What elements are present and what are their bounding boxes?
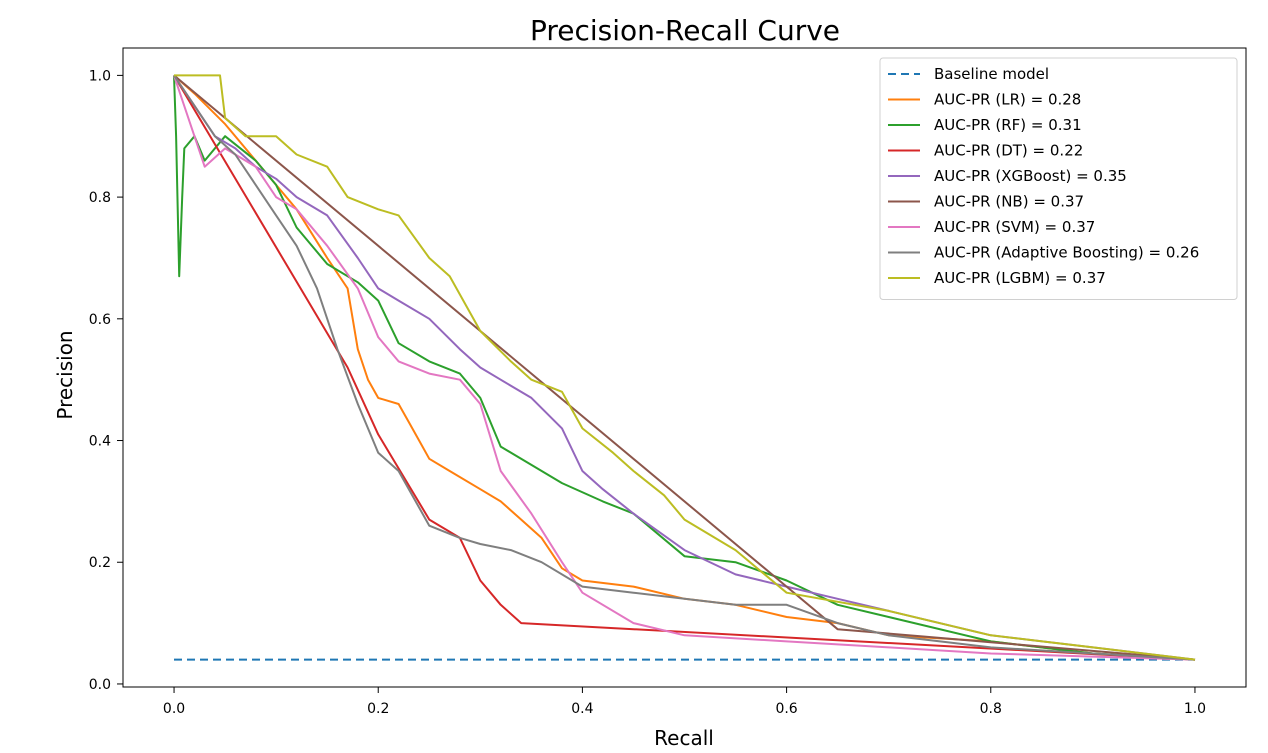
y-tick-label: 0.0 [89,677,111,693]
legend-box [879,57,1238,300]
x-tick-label: 1.0 [1184,701,1206,717]
series-line-6 [173,75,1196,661]
series-line-4 [173,74,1196,661]
legend-label-8: AUC-PR (LGBM) = 0.37 [934,269,1106,287]
legend: Baseline model AUC-PR (LR) = 0.28 AUC-PR (… [879,57,1238,300]
y-tick-label: 0.6 [89,312,111,328]
legend-label-2: AUC-PR (RF) = 0.31 [934,116,1082,134]
x-tick-label: 0.6 [775,701,797,717]
series-line-7 [173,74,1196,661]
legend-label-6: AUC-PR (SVM) = 0.37 [934,218,1095,236]
x-axis-label: Recall [654,726,714,750]
y-tick-label: 0.8 [89,190,111,206]
x-tick-label: 0.0 [163,701,185,717]
x-axis-ticks: 0.0 0.2 0.4 0.6 0.8 1.0 [163,687,1206,717]
y-tick-label: 0.4 [89,434,111,450]
legend-label-4: AUC-PR (XGBoost) = 0.35 [934,167,1127,185]
y-tick-label: 0.2 [89,555,111,571]
y-axis-label: Precision [53,330,77,419]
legend-label-0: Baseline model [934,65,1049,83]
chart-title: Precision-Recall Curve [530,14,840,47]
x-tick-label: 0.2 [367,701,389,717]
x-tick-label: 0.8 [980,701,1002,717]
x-tick-label: 0.4 [571,701,593,717]
legend-label-7: AUC-PR (Adaptive Boosting) = 0.26 [934,244,1199,262]
plot-area [173,74,1196,661]
axes-frame [122,47,1247,688]
legend-label-5: AUC-PR (NB) = 0.37 [934,193,1084,211]
series-line-8 [174,74,1196,661]
y-axis-ticks: 0.0 0.2 0.4 0.6 0.8 1.0 [89,68,123,693]
legend-label-3: AUC-PR (DT) = 0.22 [934,142,1083,160]
y-tick-label: 1.0 [89,68,111,84]
legend-label-1: AUC-PR (LR) = 0.28 [934,91,1081,109]
